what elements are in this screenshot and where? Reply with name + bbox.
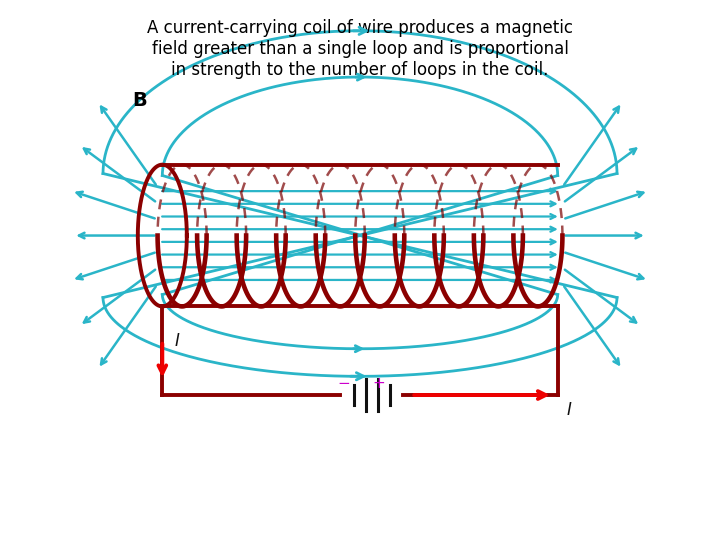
Text: +: + [372,376,385,391]
Text: B: B [132,91,148,110]
Text: A current-carrying coil of wire produces a magnetic
field greater than a single : A current-carrying coil of wire produces… [147,19,573,78]
Text: −: − [338,376,351,391]
Text: $I$: $I$ [566,401,572,419]
Text: $I$: $I$ [174,332,181,350]
